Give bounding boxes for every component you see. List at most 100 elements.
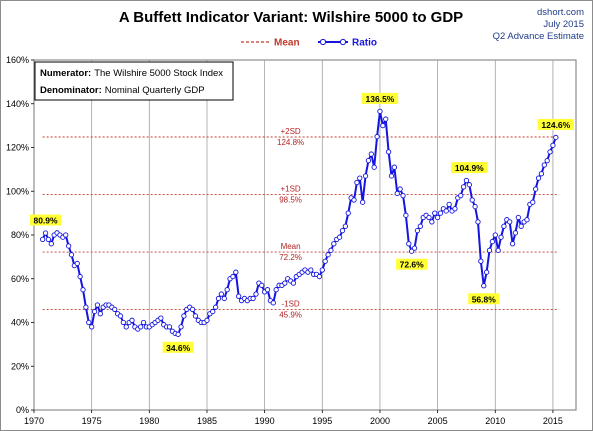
legend-ratio-marker-right [339,38,347,46]
ratio-point-176 [547,149,553,155]
ratio-point-9 [65,243,72,249]
ratio-point-34 [138,324,144,330]
annotation-bg-a3 [361,92,399,104]
ref-label-bottom-minus1sd: 45.9% [279,311,302,320]
y-tick-label-40: 40% [11,318,29,328]
ratio-point-47 [175,331,181,337]
ratio-point-73 [250,295,256,302]
ratio-point-168 [524,217,530,223]
ratio-point-114 [368,151,374,157]
ratio-point-137 [434,214,441,221]
ratio-point-157 [492,232,498,238]
ratio-point-145 [458,192,464,199]
ratio-point-3 [48,241,54,247]
chart-title: A Buffett Indicator Variant: Wilshire 50… [119,9,463,26]
info-box: Numerator: The Wilshire 5000 Stock Index … [34,61,234,101]
ratio-point-127 [406,241,412,247]
ratio-point-135 [429,219,435,225]
denominator-value: Nominal Quarterly GDP [105,85,205,96]
annotation-bg-a4 [396,258,428,270]
ratio-point-153 [481,283,487,289]
y-axis-ticks: 0% 20% 40% 60% 80% 100% 120% 140% 160% [6,55,34,415]
ratio-point-150 [472,203,478,210]
ref-label-bottom-plus2sd: 124.8% [277,138,304,147]
y-tick-label-80: 80% [11,230,29,240]
source-note: Q2 Advance Estimate [493,31,584,42]
annotations: 80.9% 34.6% 136.5% 72.6% 104.9% 56.8% 124.6% [30,92,575,353]
ratio-point-129 [411,245,418,251]
x-tick-label-2015: 2015 [543,416,563,426]
ratio-point-29 [123,324,129,330]
ratio-point-68 [236,293,242,299]
ratio-point-124 [397,186,403,192]
annotation-bg-a1 [30,214,62,226]
ratio-point-163 [509,241,516,247]
ratio-point-158 [495,247,501,253]
legend-mean-label: Mean [274,38,300,49]
annotation-label-a7: 124.6% [541,120,570,130]
legend-ratio-marker-left [319,38,327,46]
ratio-point-112 [362,173,369,179]
ratio-point-63 [221,295,227,302]
ratio-point-76 [259,282,265,288]
x-tick-label-1995: 1995 [312,416,332,426]
ratio-point-159 [498,234,504,240]
ratio-point-134 [426,214,432,221]
ratio-point-103 [336,234,343,240]
ref-label-top-plus2sd: +2SD [280,127,300,136]
ratio-point-15 [83,304,89,310]
x-tick-label-1970: 1970 [24,416,44,426]
ratio-point-113 [365,157,372,164]
y-tick-label-100: 100% [6,186,29,196]
ratio-point-109 [354,179,360,186]
y-tick-label-0: 0% [16,405,29,415]
ratio-point-84 [282,280,288,286]
ratio-point-48 [178,324,184,330]
x-tick-label-1990: 1990 [255,416,275,426]
ratio-point-1 [42,230,49,236]
ratio-point-100 [328,247,334,253]
ratio-point-121 [388,173,395,179]
ratio-point-155 [486,247,493,253]
annotation-label-a4: 72.6% [400,260,425,270]
ratio-point-125 [400,192,406,199]
annotation-label-a6: 56.8% [472,294,497,304]
ratio-point-14 [80,287,86,293]
ref-label-top-plus1sd: +1SD [280,185,300,194]
ratio-point-60 [212,304,219,310]
ratio-point-105 [342,223,349,229]
ratio-point-154 [483,269,490,275]
ratio-point-136 [432,210,438,216]
ratio-point-149 [469,197,475,203]
ratio-point-96 [316,273,323,280]
ratio-point-174 [541,162,547,168]
annotation-bg-a6 [468,293,500,305]
ratio-point-165 [515,214,521,221]
ratio-point-166 [518,223,524,229]
ratio-point-162 [507,219,513,225]
annotation-label-a5: 104.9% [455,163,484,173]
ratio-point-20 [97,311,103,317]
info-box-denominator: Denominator: Nominal Quarterly GDP [40,85,205,96]
y-tick-label-20: 20% [11,361,29,371]
ratio-point-16 [86,319,92,326]
ratio-point-28 [120,319,127,326]
annotation-label-a3: 136.5% [366,94,395,104]
ratio-point-130 [414,227,421,234]
ratio-point-152 [478,258,484,264]
legend: Mean Ratio [241,38,377,49]
ratio-point-164 [512,230,519,236]
ratio-point-18 [91,308,98,315]
ratio-point-35 [140,319,147,326]
ratio-point-25 [112,306,118,313]
ratio-point-151 [475,219,481,225]
ratio-point-177 [550,142,556,148]
ratio-point-12 [74,260,80,267]
y-tick-label-160: 160% [6,55,29,65]
ratio-point-141 [446,201,452,208]
ratio-point-120 [385,149,392,155]
ratio-point-49 [181,313,187,319]
x-tick-label-2000: 2000 [370,416,390,426]
